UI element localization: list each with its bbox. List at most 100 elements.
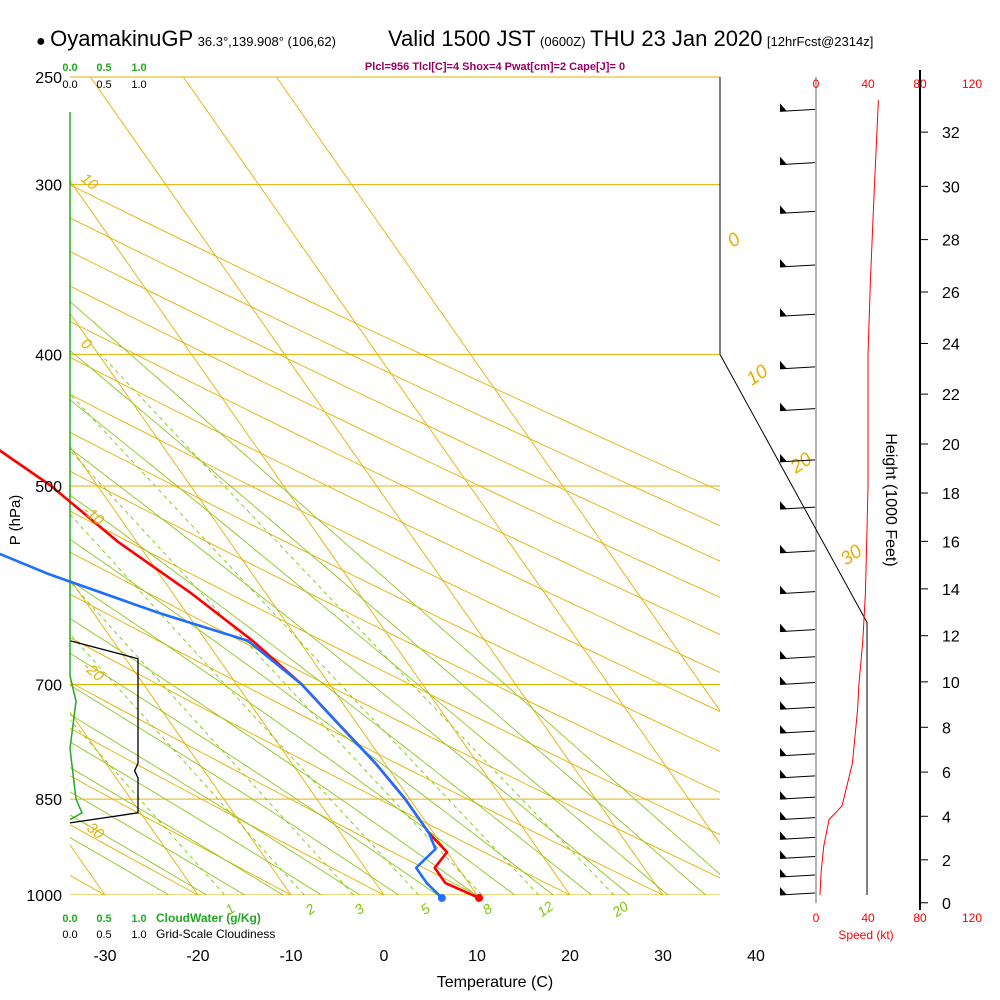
height-tick-label: 6: [942, 765, 951, 782]
cloudwater-tick-top: 0.0: [62, 62, 77, 74]
dry-adiabat-line: [70, 285, 720, 598]
moist-adiabat-line: [70, 494, 593, 895]
cloudiness-tick-top: 1.0: [131, 79, 146, 91]
cloudiness-tick-top: 0.0: [62, 79, 77, 91]
moist-adiabat-line: [70, 837, 170, 895]
speed-tick-bottom: 80: [913, 911, 927, 925]
moist-adiabat-line: [70, 580, 516, 895]
cloudwater-profile: [69, 112, 83, 821]
dry-adiabat-line: [70, 320, 720, 636]
isotherm-line: [70, 445, 385, 895]
wind-barb-flag: [780, 650, 787, 659]
isotherm-line: [70, 844, 106, 895]
wind-barb-flag: [780, 769, 787, 778]
mixing-ratio-label: 5: [417, 900, 433, 918]
cloudwater-tick-bottom: 0.0: [62, 913, 77, 925]
pressure-tick-label: 500: [35, 479, 62, 496]
mixing-ratio-label: 8: [479, 900, 495, 918]
dry-adiabat-line: [70, 393, 720, 712]
moist-adiabat-line: [70, 350, 707, 895]
moist-adiabat-line: [70, 714, 361, 895]
valid-label: Valid 1500 JST: [388, 26, 536, 51]
temperature-tick-label: 40: [747, 948, 765, 965]
moist-adiabat-line: [70, 652, 439, 895]
mixing-ratio-label: 20: [608, 898, 631, 921]
speed-tick-bottom: 40: [861, 911, 875, 925]
wind-barb-flag: [780, 747, 787, 756]
cloudwater-tick-bottom: 1.0: [131, 913, 146, 925]
dry-adiabat-line: [70, 510, 720, 836]
isotherm-line: [70, 578, 292, 895]
dry-adiabat-line: [70, 775, 292, 895]
moist-adiabat-line: [70, 538, 554, 895]
height-tick-label: 2: [942, 853, 951, 870]
moist-adiabat-line: [70, 791, 246, 895]
mixing-ratio-line: [70, 449, 483, 895]
speed-tick-bottom: 0: [813, 911, 820, 925]
moist-adiabat-line: [70, 814, 208, 895]
temperature-tick-label: -20: [186, 948, 209, 965]
cloudwater-tick-top: 0.5: [96, 62, 111, 74]
site-coords: 36.3°,139.908° (106,62): [197, 34, 336, 49]
dry-adiabat-label: 0: [77, 335, 95, 354]
dry-adiabat-line: [70, 184, 720, 492]
dry-adiabat-line: [70, 681, 478, 895]
mixing-ratio-label: 2: [302, 900, 319, 918]
height-tick-label: 26: [942, 285, 960, 302]
wind-barb-flag: [780, 205, 787, 214]
pressure-tick-label: 300: [35, 178, 62, 195]
wind-barb-flag: [780, 501, 787, 510]
cloudwater-tick-top: 1.0: [131, 62, 146, 74]
height-tick-label: 20: [942, 437, 960, 454]
moist-adiabat-line: [70, 684, 400, 895]
valid-time: Valid 1500 JST (0600Z) THU 23 Jan 2020 […: [388, 26, 873, 52]
wind-barb-flag: [780, 259, 787, 268]
moist-adiabat-line: [70, 447, 631, 895]
speed-tick-top: 120: [962, 77, 982, 91]
speed-tick-top: 0: [813, 77, 820, 91]
header-bar: ● OyamakinuGP 36.3°,139.908° (106,62): [36, 26, 336, 52]
cloudiness-profile: [69, 640, 139, 824]
temperature-tick-label: 10: [468, 948, 486, 965]
isotherm-line: [182, 77, 720, 845]
cloudwater-axis-label: CloudWater (g/Kg): [156, 911, 261, 925]
temperature-tick-label: 20: [561, 948, 579, 965]
dewpoint-line: [0, 552, 443, 899]
site-name: OyamakinuGP: [50, 26, 194, 51]
wind-barb-flag: [780, 103, 787, 112]
temperature-tick-label: 0: [380, 948, 389, 965]
site-bullet-icon: ●: [36, 33, 46, 50]
wind-barb-flag: [780, 453, 787, 462]
temperature-line: [0, 449, 480, 900]
dry-adiabat-line: [70, 727, 385, 895]
dewpoint-surface-dot: [437, 893, 446, 902]
isotherm-line: [70, 711, 199, 895]
mixing-ratio-line: [70, 513, 420, 895]
cloudiness-tick-bottom: 1.0: [131, 929, 146, 941]
isotherm-line: [89, 77, 664, 895]
moist-adiabat-line: [70, 399, 669, 895]
height-tick-label: 22: [942, 387, 960, 404]
cloudiness-tick-bottom: 0.0: [62, 929, 77, 941]
forecast-label: [12hrFcst@2314z]: [766, 34, 874, 49]
dry-adiabat-label: -30: [79, 816, 107, 843]
pressure-tick-label: 700: [35, 678, 62, 695]
isotherm-line: [70, 312, 478, 895]
temperature-tick-label: 30: [654, 948, 672, 965]
height-tick-label: 8: [942, 720, 951, 737]
height-tick-label: 12: [942, 629, 960, 646]
speed-axis-label: Speed (kt): [838, 928, 893, 942]
pressure-tick-label: 1000: [26, 888, 62, 905]
dry-adiabat-line: [70, 251, 720, 562]
isotherm-line: [0, 53, 32, 924]
mixing-ratio-line: [70, 581, 355, 895]
height-tick-label: 4: [942, 809, 951, 826]
isotherm-line: [275, 77, 720, 712]
wind-barb-flag: [780, 544, 787, 553]
dry-adiabat-label: 10: [743, 361, 773, 391]
wind-barb-flag: [780, 308, 787, 317]
wind-barb-flag: [780, 791, 787, 800]
mixing-ratio-label: 3: [351, 900, 367, 918]
dry-adiabat-line: [70, 637, 572, 895]
